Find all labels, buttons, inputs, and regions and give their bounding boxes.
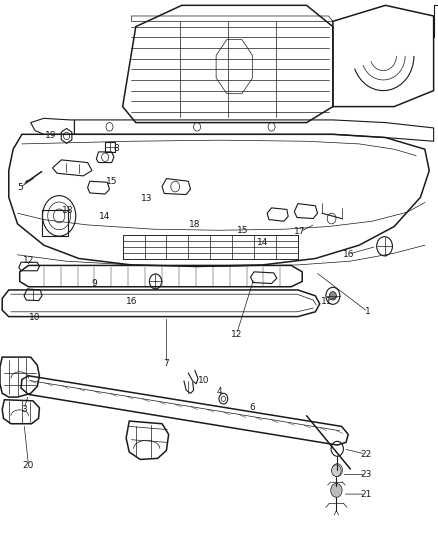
Circle shape <box>329 292 336 300</box>
Text: 8: 8 <box>113 144 119 152</box>
Text: 6: 6 <box>249 403 255 412</box>
Text: 10: 10 <box>198 376 209 384</box>
Text: 5: 5 <box>17 183 23 192</box>
Text: 14: 14 <box>99 213 111 221</box>
Text: 22: 22 <box>360 450 371 458</box>
Text: 21: 21 <box>360 490 371 498</box>
Text: 12: 12 <box>23 256 34 264</box>
Text: 18: 18 <box>62 206 74 215</box>
Text: 17: 17 <box>294 228 306 236</box>
Bar <box>42 210 68 236</box>
Text: 1: 1 <box>365 308 371 316</box>
Bar <box>105 142 115 152</box>
Text: 16: 16 <box>126 297 137 305</box>
Text: 11: 11 <box>321 297 332 305</box>
Text: 16: 16 <box>343 250 354 259</box>
Text: 15: 15 <box>237 227 249 235</box>
Text: 9: 9 <box>91 279 97 288</box>
Text: 23: 23 <box>360 470 371 479</box>
Text: 4: 4 <box>216 387 222 396</box>
Circle shape <box>332 465 341 477</box>
Text: 10: 10 <box>29 313 41 321</box>
Circle shape <box>331 483 342 497</box>
Text: 19: 19 <box>45 132 56 140</box>
Text: 12: 12 <box>231 330 242 338</box>
Text: 14: 14 <box>257 238 268 247</box>
Text: 13: 13 <box>141 195 152 203</box>
Text: 15: 15 <box>106 177 117 185</box>
Text: 7: 7 <box>163 359 170 368</box>
Text: 20: 20 <box>23 461 34 470</box>
Text: 18: 18 <box>189 221 201 229</box>
Text: 3: 3 <box>21 405 27 414</box>
